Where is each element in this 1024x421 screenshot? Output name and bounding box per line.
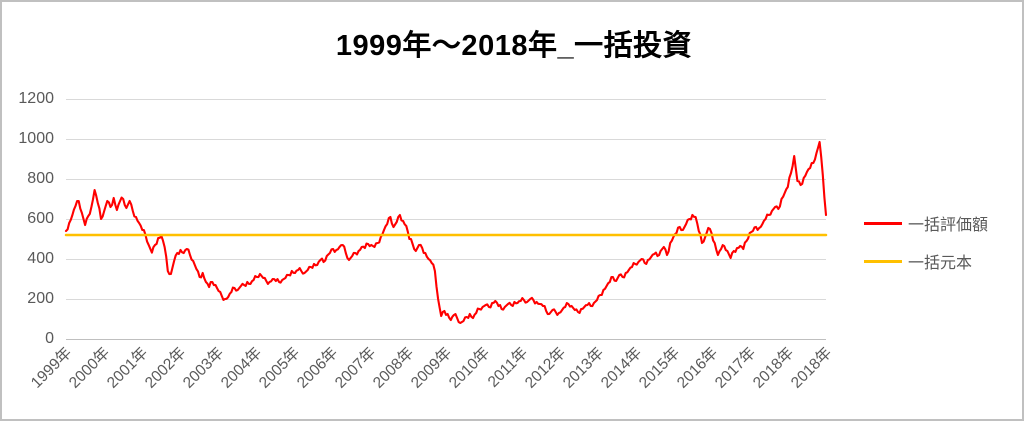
y-axis-label: 0 (45, 330, 54, 347)
chart-title: 1999年～2018年_一括投資 (335, 30, 693, 62)
y-axis-label: 1200 (18, 90, 54, 107)
legend-item-valuation: 一括評価額 (864, 212, 988, 234)
y-axis-label: 1000 (18, 130, 54, 147)
gridline (66, 259, 826, 260)
valuation-line-swatch (864, 221, 902, 225)
legend-label: 一括評価額 (908, 217, 989, 234)
principal-line-swatch (864, 259, 902, 263)
y-axis-label: 400 (27, 250, 54, 267)
gridline (66, 99, 826, 100)
legend-item-principal: 一括元本 (864, 250, 988, 272)
gridline (66, 139, 826, 140)
y-axis-label: 200 (27, 290, 54, 307)
y-axis-label: 600 (27, 210, 54, 227)
valuation-line-series (64, 140, 828, 325)
gridline (66, 299, 826, 300)
legend-label: 一括元本 (908, 255, 973, 272)
y-axis-label: 800 (27, 170, 54, 187)
plot-area (64, 99, 828, 340)
series-plot (64, 140, 828, 325)
gridline (66, 179, 826, 180)
gridline (66, 219, 826, 220)
x-axis-line (66, 339, 826, 340)
legend: 一括評価額 一括元本 (864, 212, 988, 288)
